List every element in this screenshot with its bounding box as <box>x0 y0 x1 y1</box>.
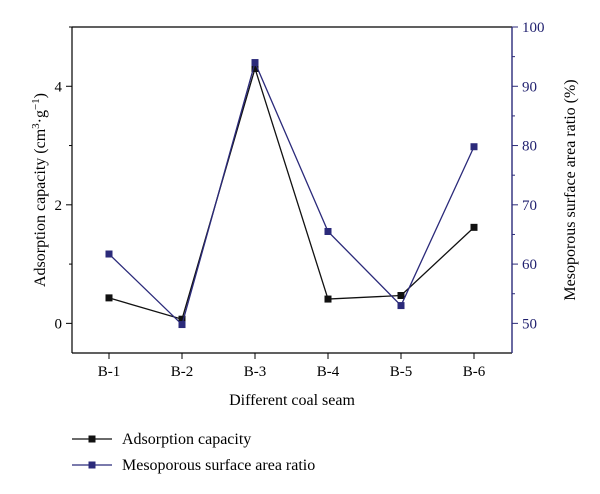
series-1-point <box>470 223 478 231</box>
left-y-tick-label: 4 <box>55 79 63 95</box>
x-axis: B-1 B-2 B-3 B-4 B-5 B-6 <box>98 353 486 380</box>
x-tick-label: B-6 <box>463 364 486 380</box>
legend-label: Mesoporous surface area ratio <box>122 457 315 474</box>
legend-marker <box>88 435 96 443</box>
left-y-axis-title: Adsorption capacity (cm3·g−1) <box>30 93 49 287</box>
left-y-tick-label: 0 <box>55 316 63 332</box>
series-1-point <box>397 292 405 300</box>
series-1-point <box>324 295 332 303</box>
series-1-point <box>251 64 259 72</box>
series-2-point <box>324 227 332 235</box>
series-line-1 <box>108 66 475 321</box>
series-2-point <box>470 143 478 151</box>
right-y-tick-label: 100 <box>522 20 545 36</box>
series-line-2 <box>108 60 475 326</box>
right-y-axis: 50 60 70 80 90 100 <box>512 20 545 332</box>
plot-frame <box>71 26 513 354</box>
series-layer <box>105 59 478 329</box>
series-2-point <box>105 250 113 258</box>
x-tick-label: B-4 <box>317 364 340 380</box>
x-tick-label: B-2 <box>171 364 194 380</box>
right-y-tick-label: 70 <box>522 198 537 214</box>
right-y-tick-label: 60 <box>522 257 537 273</box>
series-2-point <box>251 59 259 67</box>
right-y-tick-label: 90 <box>522 79 537 95</box>
x-axis-title: Different coal seam <box>229 392 355 409</box>
series-1-point <box>178 315 186 323</box>
legend-label: Adsorption capacity <box>122 431 251 448</box>
series-2-point <box>397 302 405 310</box>
right-y-tick-label: 80 <box>522 139 537 155</box>
x-tick-label: B-1 <box>98 364 121 380</box>
legend-marker <box>88 461 96 469</box>
legend: Adsorption capacity Mesoporous surface ar… <box>72 431 315 474</box>
x-tick-label: B-3 <box>244 364 267 380</box>
right-y-tick-label: 50 <box>522 316 537 332</box>
series-2-point <box>178 321 186 329</box>
right-y-axis-title: Mesoporous surface area ratio (%) <box>562 79 579 300</box>
left-y-axis: 0 2 4 <box>55 26 72 332</box>
x-tick-label: B-5 <box>390 364 413 380</box>
series-1-point <box>105 294 113 302</box>
left-y-tick-label: 2 <box>55 198 63 214</box>
